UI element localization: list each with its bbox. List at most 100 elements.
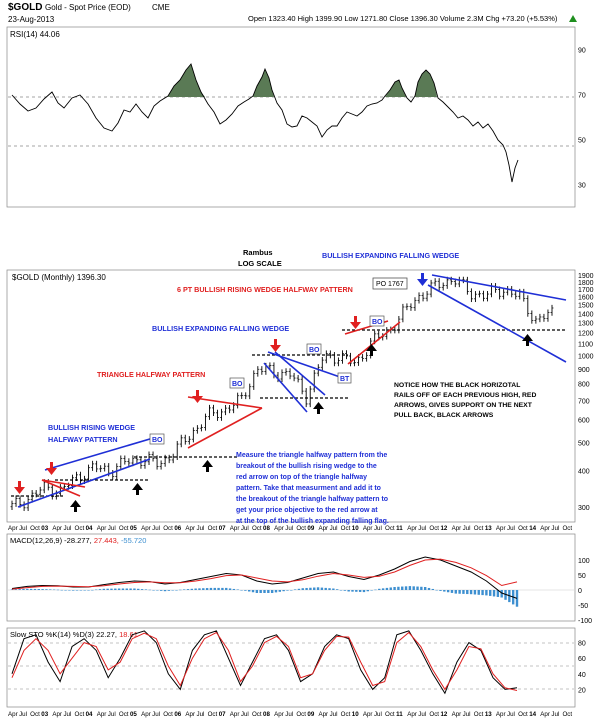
black-arrow-icon	[366, 344, 377, 356]
macd-histogram-bar	[267, 590, 270, 593]
bt-label: BT	[340, 376, 350, 383]
macd-signal-line	[11, 558, 518, 590]
y-tick-label: -50	[578, 603, 588, 610]
svg-text:at the top of the bullish expa: at the top of the bullish expanding fall…	[236, 518, 389, 525]
y-tick-label: 60	[578, 656, 586, 663]
label-bullish-expanding-falling-wedge-2: BULLISH EXPANDING FALLING WEDGE	[322, 251, 459, 260]
sto-panel	[6, 627, 576, 708]
x-tick-label: Apr	[363, 525, 373, 532]
x-tick-label: 10	[352, 525, 359, 532]
y-tick-label: 1700	[578, 287, 594, 294]
y-tick-label: 1900	[578, 273, 594, 280]
x-tick-label: 13	[485, 711, 492, 718]
y-tick-label: 300	[578, 505, 590, 512]
macd-histogram-bar	[270, 590, 274, 593]
price-bars	[10, 276, 554, 512]
x-tick-label: 06	[174, 711, 181, 718]
black-arrow-icon	[522, 334, 533, 346]
macd-histogram-bar	[423, 587, 427, 590]
x-tick-label: Apr	[185, 711, 195, 718]
po-label: PO 1767	[376, 281, 404, 288]
y-tick-label: 20	[578, 687, 586, 694]
macd-histogram-bar	[347, 590, 350, 592]
x-tick-label: Jul	[330, 525, 338, 532]
x-tick-label: Apr	[274, 711, 284, 718]
x-tick-label: Jul	[463, 711, 471, 718]
macd-y-axis: 100 50 0 -50 -100	[578, 558, 592, 625]
black-arrow-icon	[132, 483, 143, 495]
x-tick-label: 05	[130, 525, 137, 532]
macd-histogram-bar	[175, 590, 178, 591]
svg-text:RAILS OFF OF EACH PREVIOUS HIG: RAILS OFF OF EACH PREVIOUS HIGH, RED	[394, 392, 536, 399]
x-tick-label: Jul	[507, 525, 515, 532]
macd-histogram-bar	[236, 589, 239, 590]
macd-histogram-bar	[133, 588, 136, 590]
rsi-overbought-fill-2	[253, 69, 274, 97]
macd-histogram-bar	[381, 588, 385, 590]
macd-histogram-bar	[378, 588, 381, 590]
macd-histogram-bar	[10, 589, 14, 590]
x-tick-label: 07	[219, 711, 226, 718]
macd-histogram-bar	[163, 590, 167, 592]
x-tick-label: 08	[263, 525, 270, 532]
macd-histogram-bar	[114, 588, 117, 590]
x-tick-label: 07	[219, 525, 226, 532]
x-tick-label: Jul	[108, 525, 116, 532]
svg-text:NOTICE HOW THE BLACK HORIZOTA: NOTICE HOW THE BLACK HORIZOTAL	[394, 382, 520, 389]
macd-histogram-bar	[167, 590, 171, 591]
macd-histogram-bar	[393, 587, 396, 590]
price-chart: $GOLD (Monthly) 1396.30	[10, 251, 567, 525]
macd-histogram-bar	[473, 590, 477, 595]
x-tick-label: Apr	[230, 525, 240, 532]
rsi-chart: RSI(14) 44.06	[8, 30, 574, 183]
macd-histogram-bar	[401, 586, 404, 590]
black-arrow-icon	[202, 460, 213, 472]
x-tick-label: Oct	[30, 525, 40, 532]
macd-histogram-bar	[228, 588, 232, 590]
y-tick-label: 400	[578, 469, 590, 476]
macd-histogram-bar	[160, 590, 163, 591]
rsi-y-axis: 90 70 50 30	[578, 48, 586, 190]
macd-histogram-bar	[290, 590, 293, 591]
macd-histogram-bar	[374, 589, 377, 591]
x-tick-label: Apr	[8, 711, 18, 718]
x-tick-label: Apr	[496, 525, 506, 532]
macd-histogram-bar	[202, 588, 205, 590]
price-legend: $GOLD (Monthly) 1396.30	[12, 273, 106, 282]
macd-histogram-bar	[144, 589, 148, 590]
macd-histogram-bar	[217, 587, 220, 590]
macd-histogram-bar	[397, 586, 400, 590]
x-tick-label: Apr	[496, 711, 506, 718]
macd-histogram-bar	[343, 590, 347, 591]
svg-text:pattern. Take that measurment: pattern. Take that measurment and add it…	[236, 485, 381, 492]
macd-histogram-bar	[232, 588, 236, 590]
bottom-x-axis: Apr Jul Oct 03 Apr Jul Oct 04 Apr Jul Oct 05 Apr Jul O…	[8, 711, 572, 718]
macd-histogram-bar	[148, 589, 151, 591]
x-tick-label: Apr	[318, 525, 328, 532]
x-tick-label: 04	[86, 711, 93, 718]
x-tick-label: Jul	[108, 711, 116, 718]
macd-histogram	[10, 586, 519, 607]
x-tick-label: Jul	[19, 525, 27, 532]
ohlc-readout: Open 1323.40 High 1399.90 Low 1271.80 Cl…	[248, 14, 558, 23]
macd-histogram-bar	[385, 587, 389, 590]
macd-histogram-bar	[247, 590, 251, 592]
x-tick-label: 12	[440, 711, 447, 718]
x-tick-label: Oct	[562, 525, 572, 532]
x-tick-label: Jul	[285, 711, 293, 718]
macd-histogram-bar	[462, 590, 465, 594]
label-bullish-expanding-falling-wedge-1: BULLISH EXPANDING FALLING WEDGE	[152, 324, 289, 333]
y-tick-label: 1000	[578, 354, 594, 361]
macd-histogram-bar	[209, 587, 213, 590]
x-tick-label: 10	[352, 711, 359, 718]
x-tick-label: Jul	[551, 711, 559, 718]
y-tick-label: 800	[578, 382, 590, 389]
x-tick-label: 11	[396, 525, 403, 532]
y-tick-label: 30	[578, 183, 586, 190]
y-tick-label: 1600	[578, 295, 594, 302]
x-tick-label: Jul	[418, 711, 426, 718]
macd-histogram-bar	[274, 590, 278, 593]
x-tick-label: 12	[440, 525, 447, 532]
y-tick-label: 700	[578, 398, 590, 405]
